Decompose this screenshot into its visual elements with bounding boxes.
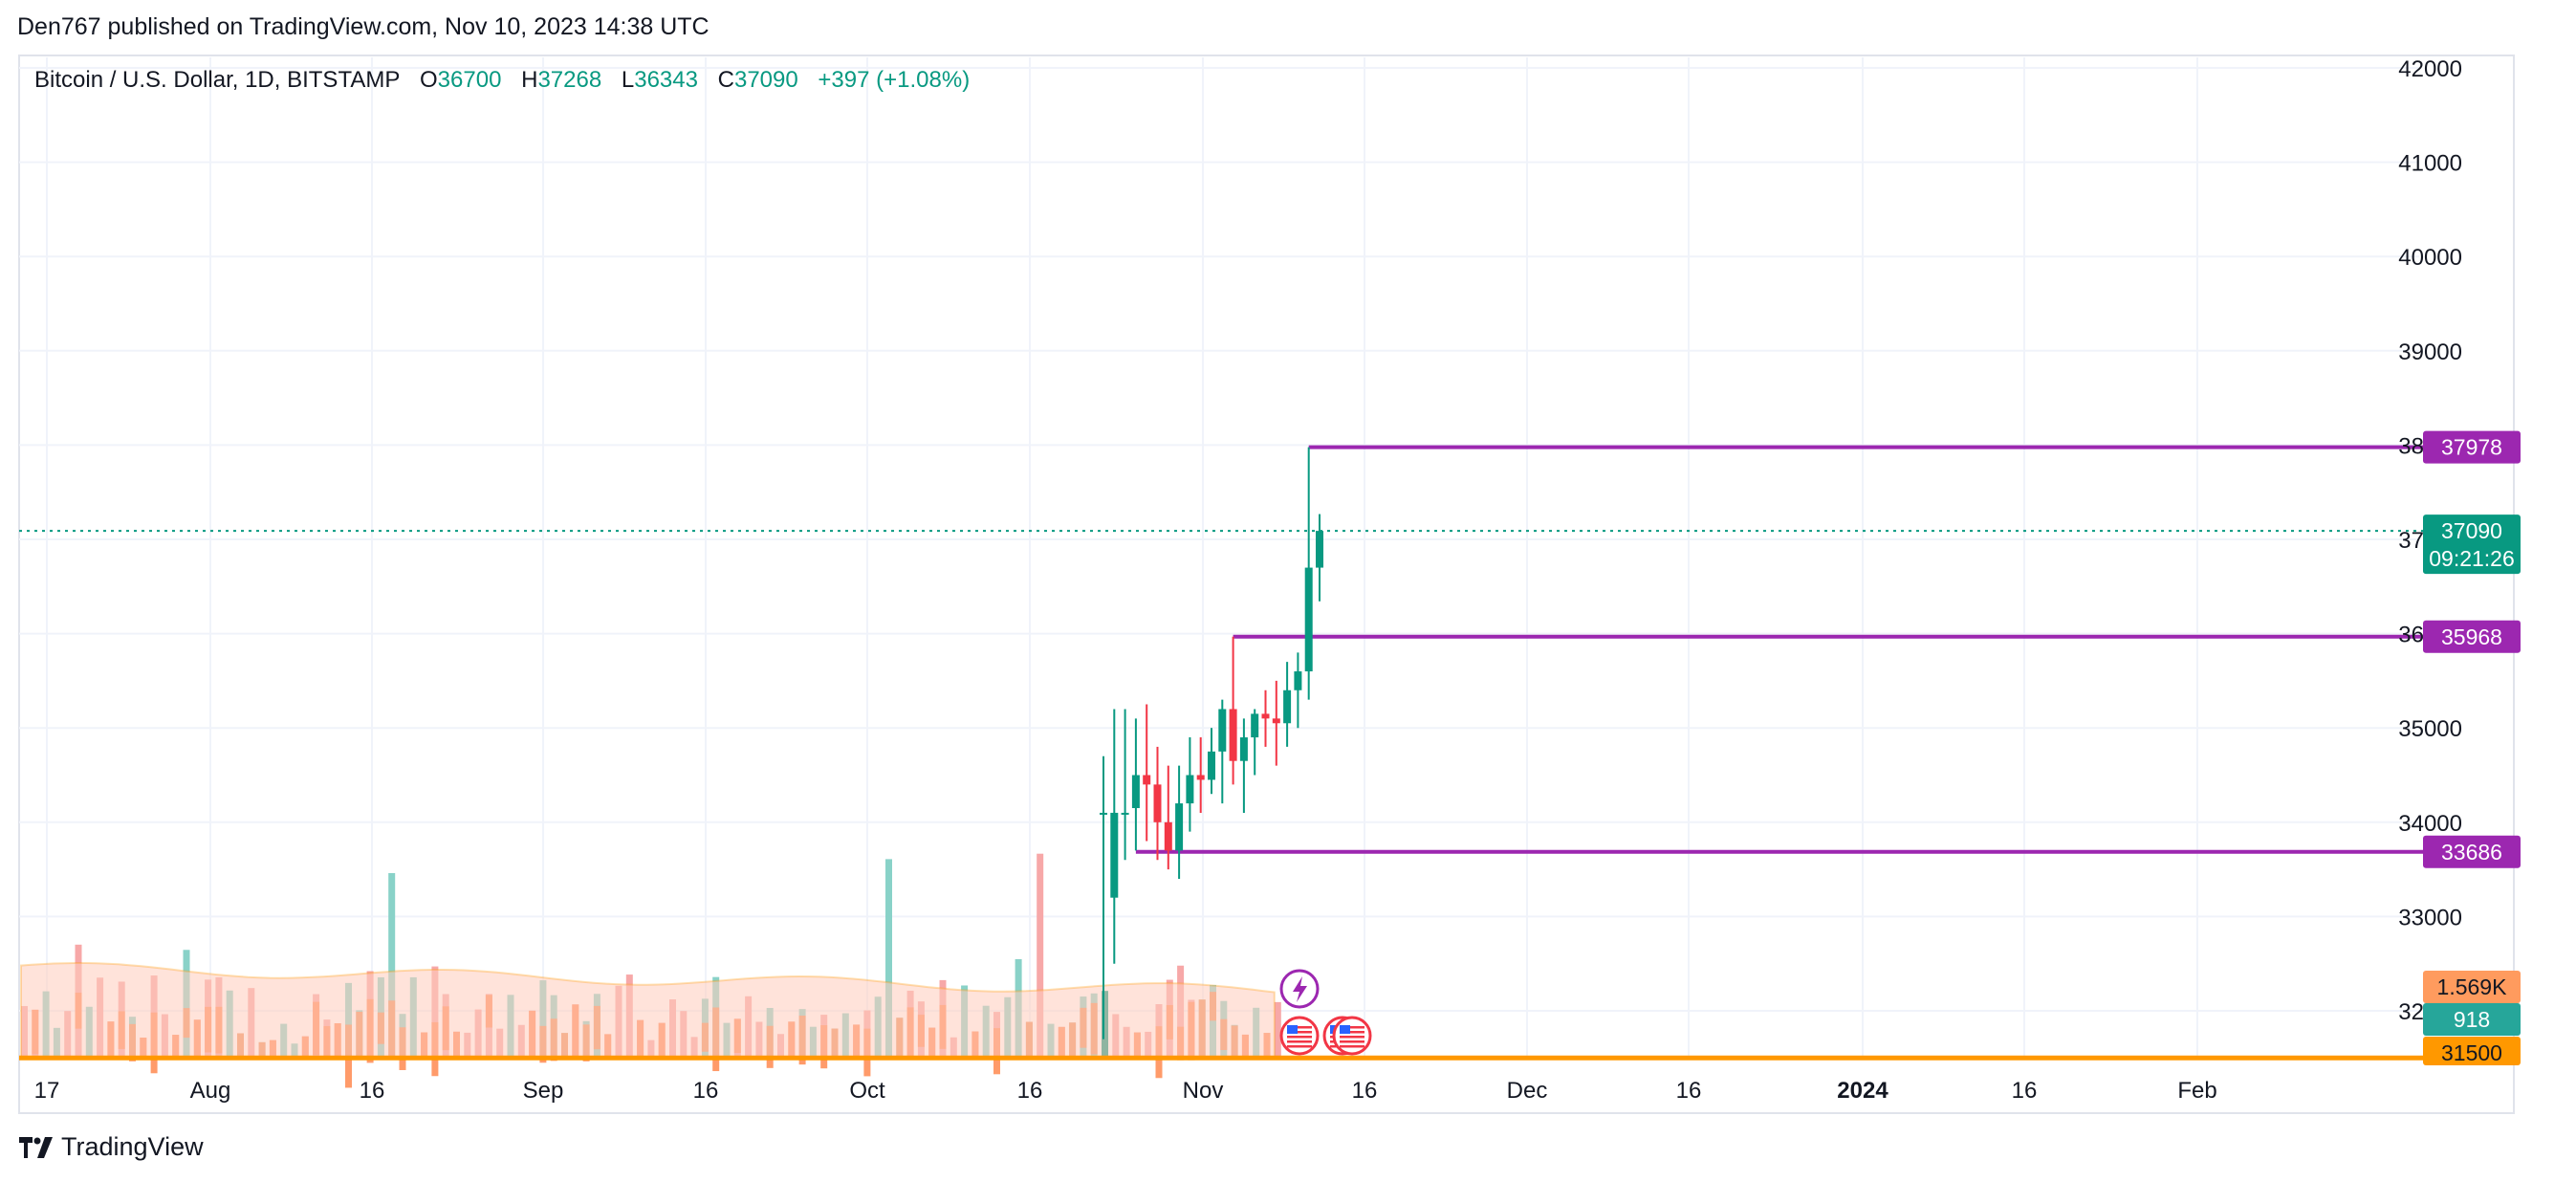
- us-flag-event-icon: [1279, 1016, 1320, 1056]
- price-tag-support-2-text: 33686: [2441, 840, 2502, 865]
- published-by-text: Den767 published on TradingView.com, Nov…: [17, 13, 709, 40]
- candle-body: [1304, 567, 1313, 672]
- x-tick-label: 16: [1352, 1078, 1378, 1104]
- high-label: H: [521, 67, 538, 93]
- last-price-tag: 37090 09:21:26: [2423, 514, 2521, 575]
- low-label: L: [621, 67, 635, 93]
- volume-ma-tag-text: 1.569K: [2437, 974, 2508, 999]
- vertical-gridlines: [46, 57, 2198, 1060]
- y-tick-label: 42000: [2398, 56, 2462, 82]
- candle-body: [1164, 821, 1172, 851]
- close-label: C: [717, 67, 734, 93]
- candle-body: [1251, 713, 1259, 738]
- candle-body: [1153, 784, 1162, 822]
- price-tags: 37978 35968 33686 37090 09:21:26 1.569K 918 315…: [2423, 430, 2521, 1065]
- price-tag-support-2: 33686: [2423, 835, 2521, 868]
- price-tag-resistance: 37978: [2423, 430, 2521, 464]
- symbol-title[interactable]: Bitcoin / U.S. Dollar, 1D, BITSTAMP: [34, 67, 401, 93]
- high-value: 37268: [537, 67, 602, 93]
- y-tick-label: 34000: [2398, 811, 2462, 837]
- change-value: +397 (+1.08%): [818, 67, 971, 93]
- horizontal-levels: [1135, 445, 2424, 854]
- baseline-tag-text: 31500: [2441, 1040, 2502, 1065]
- y-tick-label: 40000: [2398, 245, 2462, 271]
- x-tick-label: Feb: [2177, 1078, 2216, 1104]
- y-tick-label: 39000: [2398, 339, 2462, 365]
- lightning-event-icon: [1279, 969, 1320, 1009]
- close-value: 37090: [733, 67, 798, 93]
- candlesticks: [1100, 447, 1323, 1040]
- price-tag-support-1: 35968: [2423, 620, 2521, 653]
- volume-bar: [885, 859, 892, 1059]
- open-value: 36700: [437, 67, 502, 93]
- us-flag-event-icon: [1332, 1016, 1372, 1056]
- event-markers: [1279, 969, 1372, 1056]
- candle-body: [1186, 775, 1194, 804]
- tradingview-logo-icon: [19, 1136, 53, 1158]
- x-tick-label: Dec: [1507, 1078, 1548, 1104]
- candle-body: [1272, 718, 1280, 724]
- candle-body: [1218, 709, 1227, 752]
- y-tick-label: 33000: [2398, 905, 2462, 930]
- candle-body: [1261, 713, 1270, 719]
- candle-body: [1196, 775, 1205, 780]
- y-tick-label: 41000: [2398, 151, 2462, 177]
- tradingview-logo-text: TradingView: [61, 1132, 204, 1161]
- candle-body: [1121, 812, 1129, 815]
- volume-ma-tag: 1.569K: [2423, 971, 2521, 1003]
- volume-bar: [388, 873, 396, 1059]
- open-label: O: [420, 67, 438, 93]
- candle-body: [1294, 671, 1302, 690]
- volume-bar: [1274, 1001, 1281, 1059]
- candle-body: [1131, 775, 1140, 809]
- low-value: 36343: [634, 67, 698, 93]
- volume-ma-area: [20, 962, 1276, 1060]
- x-tick-label: Aug: [190, 1078, 231, 1104]
- volume-bar: [1037, 853, 1044, 1059]
- tradingview-logo[interactable]: TradingView: [19, 1132, 204, 1162]
- candle-body: [1239, 737, 1248, 761]
- candle-body: [1283, 690, 1292, 724]
- x-tick-label: 16: [2012, 1078, 2038, 1104]
- x-tick-label: Sep: [523, 1078, 564, 1104]
- x-tick-label: 16: [1017, 1078, 1043, 1104]
- x-tick-label: 16: [360, 1078, 385, 1104]
- x-tick-label: Oct: [849, 1078, 885, 1104]
- candle-body: [1229, 709, 1237, 761]
- candle-body: [1110, 812, 1119, 898]
- ohlc-legend: Bitcoin / U.S. Dollar, 1D, BITSTAMP O367…: [34, 67, 983, 94]
- x-tick-label: 16: [693, 1078, 719, 1104]
- x-tick-label: 17: [34, 1078, 60, 1104]
- volume-last-tag: 918: [2423, 1003, 2521, 1036]
- baseline-tag: 31500: [2423, 1037, 2521, 1065]
- chart-frame: [18, 55, 2515, 1114]
- volume-last-tag-text: 918: [2454, 1007, 2490, 1032]
- y-tick-label: 35000: [2398, 716, 2462, 742]
- last-price-tag-text: 37090: [2441, 518, 2502, 543]
- last-price-tag-text: 09:21:26: [2429, 546, 2515, 571]
- x-tick-label: Nov: [1183, 1078, 1224, 1104]
- candle-body: [1100, 812, 1107, 815]
- price-tag-support-1-text: 35968: [2441, 624, 2502, 649]
- x-tick-label: 16: [1676, 1078, 1702, 1104]
- candle-body: [1316, 531, 1323, 568]
- candle-body: [1143, 775, 1151, 785]
- candle-body: [1208, 751, 1215, 780]
- price-tag-resistance-text: 37978: [2441, 435, 2502, 460]
- x-tick-label: 2024: [1837, 1078, 1888, 1104]
- candle-body: [1175, 803, 1184, 851]
- time-axis: 17 Aug 16 Sep 16 Oct 16 Nov 16 Dec 16 2024 16 Feb: [34, 1078, 2217, 1104]
